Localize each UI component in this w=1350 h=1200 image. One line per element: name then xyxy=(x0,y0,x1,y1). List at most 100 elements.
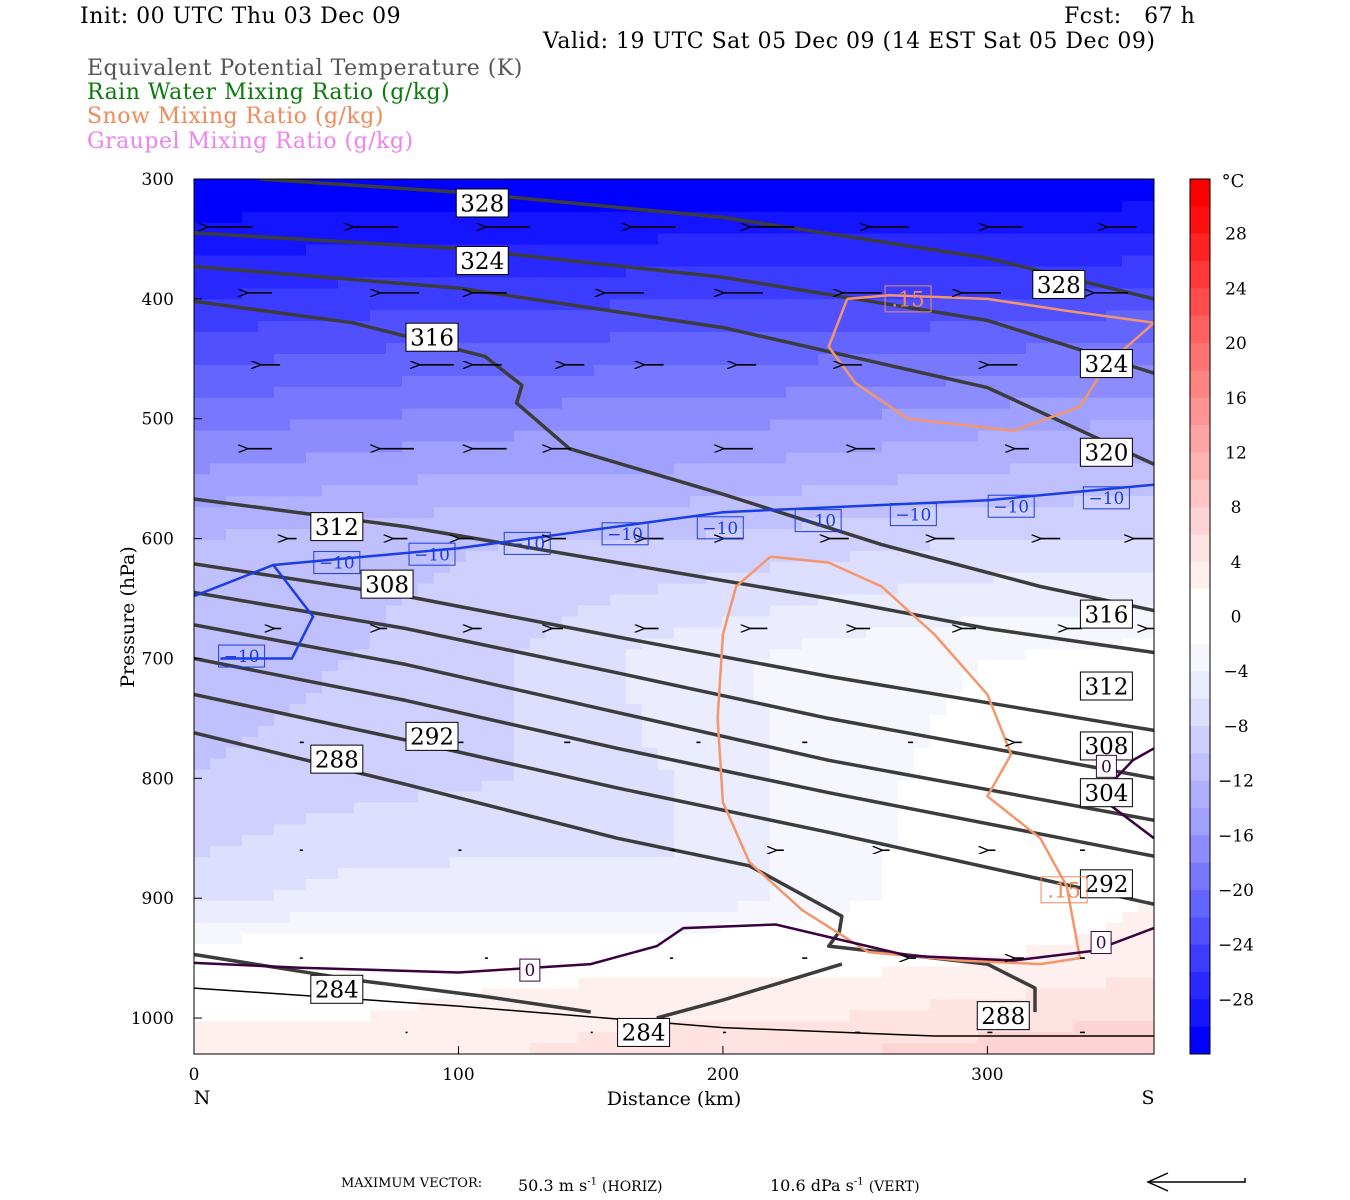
temperature-cell xyxy=(418,747,435,760)
temperature-cell xyxy=(434,288,451,300)
temperature-cell xyxy=(850,802,867,814)
temperature-cell xyxy=(706,660,723,672)
temperature-cell xyxy=(706,846,723,858)
temperature-cell xyxy=(946,802,963,814)
temperature-cell xyxy=(1010,179,1027,191)
temperature-cell xyxy=(338,594,355,607)
temperature-cell xyxy=(706,310,723,322)
temperature-cell xyxy=(706,791,723,804)
temperature-cell xyxy=(194,846,211,858)
temperature-cell xyxy=(930,364,947,377)
temperature-cell xyxy=(818,758,835,771)
temperature-cell xyxy=(882,189,899,202)
temperature-cell xyxy=(434,605,451,618)
temperature-cell xyxy=(594,496,611,508)
temperature-cell xyxy=(1074,704,1091,716)
theta-e-label-288-box xyxy=(310,744,364,774)
temperature-cell xyxy=(834,1010,851,1022)
temperature-cell xyxy=(386,200,403,213)
temperature-cell xyxy=(674,1032,691,1044)
temperature-cell xyxy=(258,857,275,869)
temperature-cell xyxy=(338,561,355,574)
temperature-cell xyxy=(882,616,899,629)
temperature-cell xyxy=(210,725,227,738)
temperature-cell xyxy=(690,911,707,924)
temperature-cell xyxy=(914,288,931,300)
temperature-cell xyxy=(274,868,291,880)
theta-e-label-292: 292 xyxy=(1079,869,1133,899)
temperature-cell xyxy=(914,802,931,814)
temperature-cell xyxy=(658,758,675,771)
temperature-cell xyxy=(354,835,371,847)
temperature-cell xyxy=(386,255,403,268)
temperature-cell xyxy=(1010,791,1027,804)
temperature-cell xyxy=(338,550,355,563)
temperature-cell xyxy=(1058,474,1075,486)
temperature-cell xyxy=(274,332,291,344)
temperature-cell xyxy=(482,561,499,574)
temperature-cell xyxy=(802,179,819,191)
temperature-cell xyxy=(1122,561,1139,574)
temperature-cell xyxy=(882,1032,899,1044)
temperature-cell xyxy=(962,627,979,639)
temperature-cell xyxy=(1058,966,1075,979)
temperature-cell xyxy=(450,922,467,935)
temperature-cell xyxy=(930,966,947,979)
temperature-cell xyxy=(258,769,275,782)
temperature-cell xyxy=(706,780,723,793)
temperature-cell xyxy=(1042,922,1059,935)
temperature-cell xyxy=(226,835,243,847)
temperature-cell xyxy=(354,714,371,727)
temperature-cell xyxy=(242,419,259,432)
temperature-cell xyxy=(322,1021,339,1033)
temperature-cell xyxy=(338,868,355,880)
temperature-cell xyxy=(722,977,739,989)
temperature-cell xyxy=(866,627,883,639)
temperature-cell xyxy=(738,780,755,793)
temperature-cell xyxy=(1074,463,1091,475)
temperature-cell xyxy=(674,233,691,246)
temperature-cell xyxy=(1090,813,1107,825)
temperature-cell xyxy=(322,966,339,979)
temperature-cell xyxy=(322,1032,339,1044)
temperature-cell xyxy=(1138,900,1154,913)
temperature-cell xyxy=(658,879,675,891)
temperature-cell xyxy=(834,583,851,596)
temperature-cell xyxy=(242,518,259,530)
temperature-cell xyxy=(1010,758,1027,771)
temperature-cell xyxy=(738,255,755,268)
temperature-cell xyxy=(242,496,259,508)
temperature-cell xyxy=(1058,310,1075,322)
temperature-cell xyxy=(866,671,883,683)
temperature-cell xyxy=(850,364,867,377)
temperature-cell xyxy=(674,671,691,683)
temperature-cell xyxy=(978,813,995,825)
temperature-cell xyxy=(658,583,675,596)
temperature-cell xyxy=(658,518,675,530)
temperature-cell xyxy=(418,889,435,902)
temperature-cell xyxy=(930,693,947,705)
temperature-cell xyxy=(242,846,259,858)
temperature-cell xyxy=(818,408,835,421)
temperature-cell xyxy=(1122,474,1139,486)
temperature-cell xyxy=(754,572,771,585)
temperature-cell xyxy=(738,725,755,738)
temperature-cell xyxy=(322,889,339,902)
temperature-cell xyxy=(722,310,739,322)
temperature-cell xyxy=(482,736,499,749)
temperature-cell xyxy=(642,441,659,454)
temperature-cell xyxy=(1138,507,1154,519)
temperature-cell xyxy=(690,900,707,913)
temperature-cell xyxy=(754,561,771,574)
temperature-cell xyxy=(914,704,931,716)
temperature-cell xyxy=(898,211,915,224)
temperature-cell xyxy=(210,813,227,825)
temperature-cell xyxy=(1106,419,1123,432)
temperature-cell xyxy=(994,868,1011,880)
temperature-cell xyxy=(210,1043,227,1054)
temperature-cell xyxy=(866,594,883,607)
temperature-cell xyxy=(466,408,483,421)
temperature-cell xyxy=(370,649,387,661)
temperature-cell xyxy=(274,189,291,202)
temperature-cell xyxy=(1058,561,1075,574)
